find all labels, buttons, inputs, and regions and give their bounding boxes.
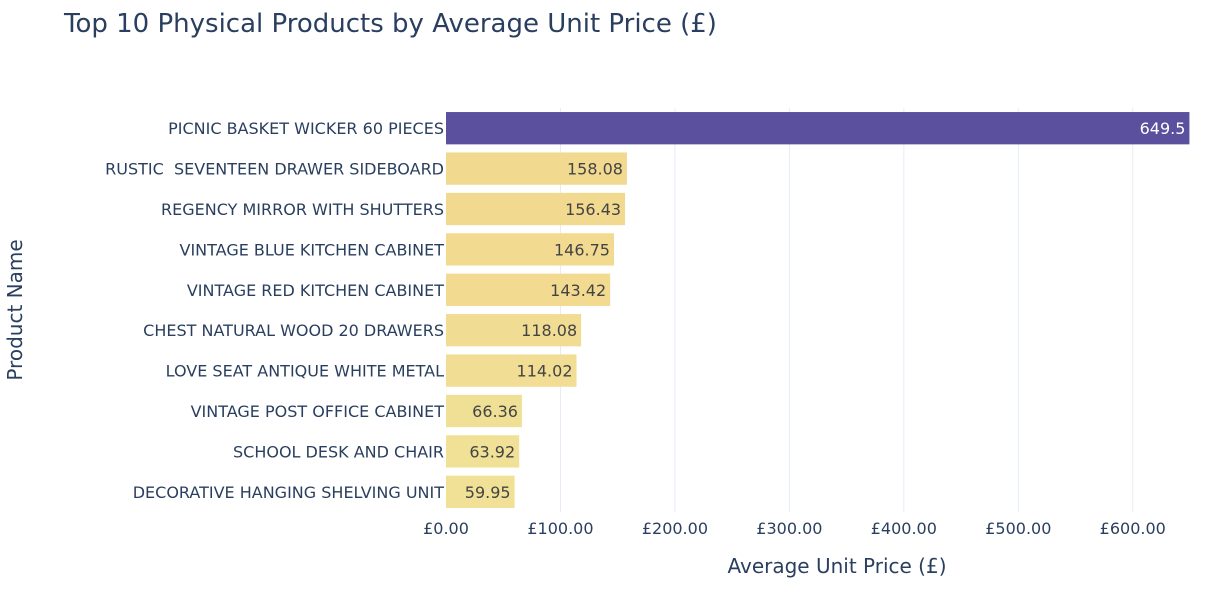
y-tick-label: LOVE SEAT ANTIQUE WHITE METAL xyxy=(166,362,444,381)
bar[interactable] xyxy=(446,273,611,306)
x-tick-label: £0.00 xyxy=(423,519,469,538)
bar-value-label: 143.42 xyxy=(550,281,606,300)
bar[interactable] xyxy=(446,314,582,347)
bar-value-label: 146.75 xyxy=(554,240,610,259)
x-tick-label: £100.00 xyxy=(527,519,593,538)
bar[interactable] xyxy=(446,152,627,185)
bar[interactable] xyxy=(446,475,515,508)
bar[interactable] xyxy=(446,192,626,226)
y-tick-label: VINTAGE POST OFFICE CABINET xyxy=(191,402,445,421)
x-tick-label: £600.00 xyxy=(1100,519,1166,538)
bar[interactable] xyxy=(446,233,614,266)
gridlines xyxy=(559,108,1134,512)
y-tick-label: VINTAGE BLUE KITCHEN CABINET xyxy=(180,240,445,259)
y-tick-label: PICNIC BASKET WICKER 60 PIECES xyxy=(168,119,444,138)
x-tick-label: £200.00 xyxy=(642,519,708,538)
y-tick-label: RUSTIC SEVENTEEN DRAWER SIDEBOARD xyxy=(105,160,444,179)
bar-value-label: 118.08 xyxy=(521,321,577,340)
chart-title: Top 10 Physical Products by Average Unit… xyxy=(63,9,717,39)
data-labels: 649.5 158.08 156.43 146.75 143.42 118.08 114.0… xyxy=(465,119,1186,502)
y-tick-label: VINTAGE RED KITCHEN CABINET xyxy=(187,281,444,300)
x-tick-label: £500.00 xyxy=(985,519,1051,538)
y-axis-title: Product Name xyxy=(3,239,27,380)
x-tick-label: £300.00 xyxy=(756,519,822,538)
bar-value-label: 158.08 xyxy=(567,160,623,179)
y-tick-label: CHEST NATURAL WOOD 20 DRAWERS xyxy=(143,321,444,340)
bars xyxy=(446,112,1190,508)
bar[interactable] xyxy=(446,394,522,428)
x-axis-title: Average Unit Price (£) xyxy=(727,554,946,578)
bar-value-label: 156.43 xyxy=(565,200,621,219)
bar[interactable] xyxy=(446,435,520,468)
bar-value-label: 63.92 xyxy=(469,442,515,461)
x-tick-label: £400.00 xyxy=(871,519,937,538)
y-axis-tick-labels: PICNIC BASKET WICKER 60 PIECES RUSTIC SEV… xyxy=(105,119,444,502)
y-tick-label: REGENCY MIRROR WITH SHUTTERS xyxy=(161,200,444,219)
bar[interactable] xyxy=(446,112,1190,145)
x-axis-tick-labels: £0.00 £100.00 £200.00 £300.00 £400.00 £500.00… xyxy=(423,519,1166,538)
y-tick-label: SCHOOL DESK AND CHAIR xyxy=(233,442,444,461)
bar-value-label: 59.95 xyxy=(465,483,511,502)
bar-value-label: 649.5 xyxy=(1140,119,1186,138)
bar[interactable] xyxy=(446,354,577,387)
y-tick-label: DECORATIVE HANGING SHELVING UNIT xyxy=(133,483,444,502)
bar-value-label: 66.36 xyxy=(472,402,518,421)
bar-value-label: 114.02 xyxy=(517,362,573,381)
